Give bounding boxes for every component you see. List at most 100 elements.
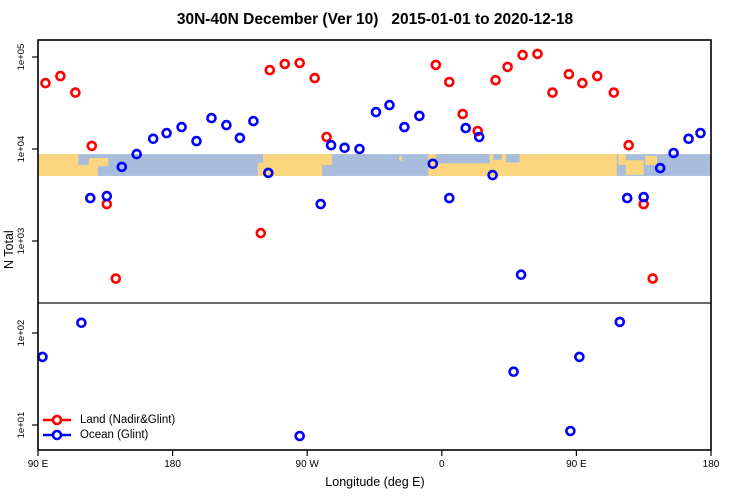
data-point-ocean <box>325 139 337 151</box>
data-point-land <box>70 87 81 98</box>
map-band-land-segment <box>257 154 332 176</box>
data-point-land <box>443 76 455 88</box>
data-point-ocean <box>487 169 498 181</box>
x-tick-label: 0 <box>439 459 445 470</box>
legend-item-land: Land (Nadir&Glint) <box>40 412 175 427</box>
data-point-land <box>591 70 603 82</box>
data-point-land <box>255 227 267 239</box>
data-point-land <box>430 59 442 71</box>
data-point-ocean <box>370 106 382 118</box>
data-point-ocean <box>565 425 576 437</box>
data-point-land <box>40 77 51 89</box>
data-point-ocean <box>248 115 259 127</box>
map-band-land-segment <box>38 154 79 176</box>
data-point-land <box>623 139 635 151</box>
data-point-ocean <box>131 148 142 160</box>
x-tick-label: 90 E <box>566 459 587 470</box>
data-point-ocean <box>101 190 113 202</box>
y-tick-label: 1e+03 <box>16 228 27 255</box>
data-point-land <box>457 108 469 120</box>
legend: Land (Nadir&Glint) Ocean (Glint) <box>40 412 175 442</box>
legend-label-ocean: Ocean (Glint) <box>80 428 149 441</box>
data-point-ocean <box>76 317 87 329</box>
map-band-land-segment <box>76 165 98 176</box>
data-point-ocean <box>234 132 246 144</box>
data-point-ocean <box>621 192 633 204</box>
map-band-land-segment <box>625 160 644 175</box>
data-point-ocean <box>191 135 202 147</box>
data-point-land <box>608 87 620 98</box>
data-point-land <box>55 70 66 82</box>
map-band-land-segment <box>399 156 403 161</box>
data-point-ocean <box>683 133 694 145</box>
data-point-ocean <box>354 143 365 155</box>
x-tick-label: 90 W <box>296 459 320 470</box>
land-legend-marker-icon <box>43 414 71 425</box>
data-point-ocean <box>37 351 48 363</box>
map-band-sea-segment <box>506 154 520 163</box>
data-point-ocean <box>176 121 187 133</box>
data-point-ocean <box>116 161 128 173</box>
data-point-land <box>517 49 528 61</box>
data-point-ocean <box>695 127 706 139</box>
data-point-ocean <box>460 122 472 134</box>
map-band-sea-segment <box>322 165 332 176</box>
data-point-land <box>264 64 276 76</box>
data-point-ocean <box>638 191 650 203</box>
data-point-ocean <box>294 430 306 442</box>
data-point-ocean <box>574 351 585 363</box>
map-band-sea-segment <box>493 154 502 160</box>
data-point-ocean <box>147 133 159 145</box>
data-point-land <box>294 57 306 69</box>
map-band-sea-segment <box>257 154 264 163</box>
map-band-land-segment <box>645 155 658 166</box>
data-point-land <box>502 61 513 73</box>
data-point-ocean <box>614 316 626 328</box>
data-point-ocean <box>508 366 519 378</box>
legend-label-land: Land (Nadir&Glint) <box>80 413 176 426</box>
chart-title: 30N-40N December (Ver 10) 2015-01-01 to … <box>176 11 574 28</box>
data-point-ocean <box>262 167 274 179</box>
x-axis-label: Longitude (deg E) <box>325 475 425 489</box>
data-point-land <box>532 48 543 60</box>
y-tick-label: 1e+04 <box>16 136 27 163</box>
data-point-ocean <box>85 192 96 204</box>
data-point-land <box>86 140 98 152</box>
data-point-land <box>309 72 321 84</box>
data-point-ocean <box>315 198 327 210</box>
data-point-land <box>577 77 588 89</box>
data-point-ocean <box>668 147 679 159</box>
y-tick-label: 1e+01 <box>16 412 27 439</box>
y-axis-label: N Total <box>2 230 16 270</box>
data-point-ocean <box>339 142 350 154</box>
data-point-ocean <box>206 112 217 124</box>
data-point-ocean <box>473 131 485 143</box>
data-point-land <box>472 125 484 137</box>
data-point-ocean <box>427 158 439 170</box>
data-point-land <box>563 68 575 80</box>
data-point-ocean <box>384 99 395 111</box>
legend-item-ocean: Ocean (Glint) <box>40 427 175 442</box>
map-band-land-segment <box>618 154 626 166</box>
y-tick-label: 1e+05 <box>16 44 27 71</box>
data-point-ocean <box>161 127 172 139</box>
data-point-ocean <box>443 192 455 204</box>
x-tick-label: 180 <box>703 459 720 470</box>
map-band-sea-segment <box>435 154 490 164</box>
data-point-ocean <box>399 121 410 133</box>
x-tick-label: 90 E <box>28 459 49 470</box>
map-band-land-segment <box>88 158 109 167</box>
data-point-land <box>110 273 122 284</box>
y-tick-label: 1e+02 <box>16 320 27 347</box>
ocean-legend-marker-icon <box>43 429 71 440</box>
data-point-ocean <box>515 269 527 281</box>
data-point-land <box>279 58 291 70</box>
x-tick-label: 180 <box>164 459 181 470</box>
data-point-ocean <box>414 110 425 122</box>
data-point-land <box>547 87 558 98</box>
data-point-ocean <box>221 119 232 131</box>
data-point-land <box>490 74 501 86</box>
data-point-land <box>647 273 659 284</box>
